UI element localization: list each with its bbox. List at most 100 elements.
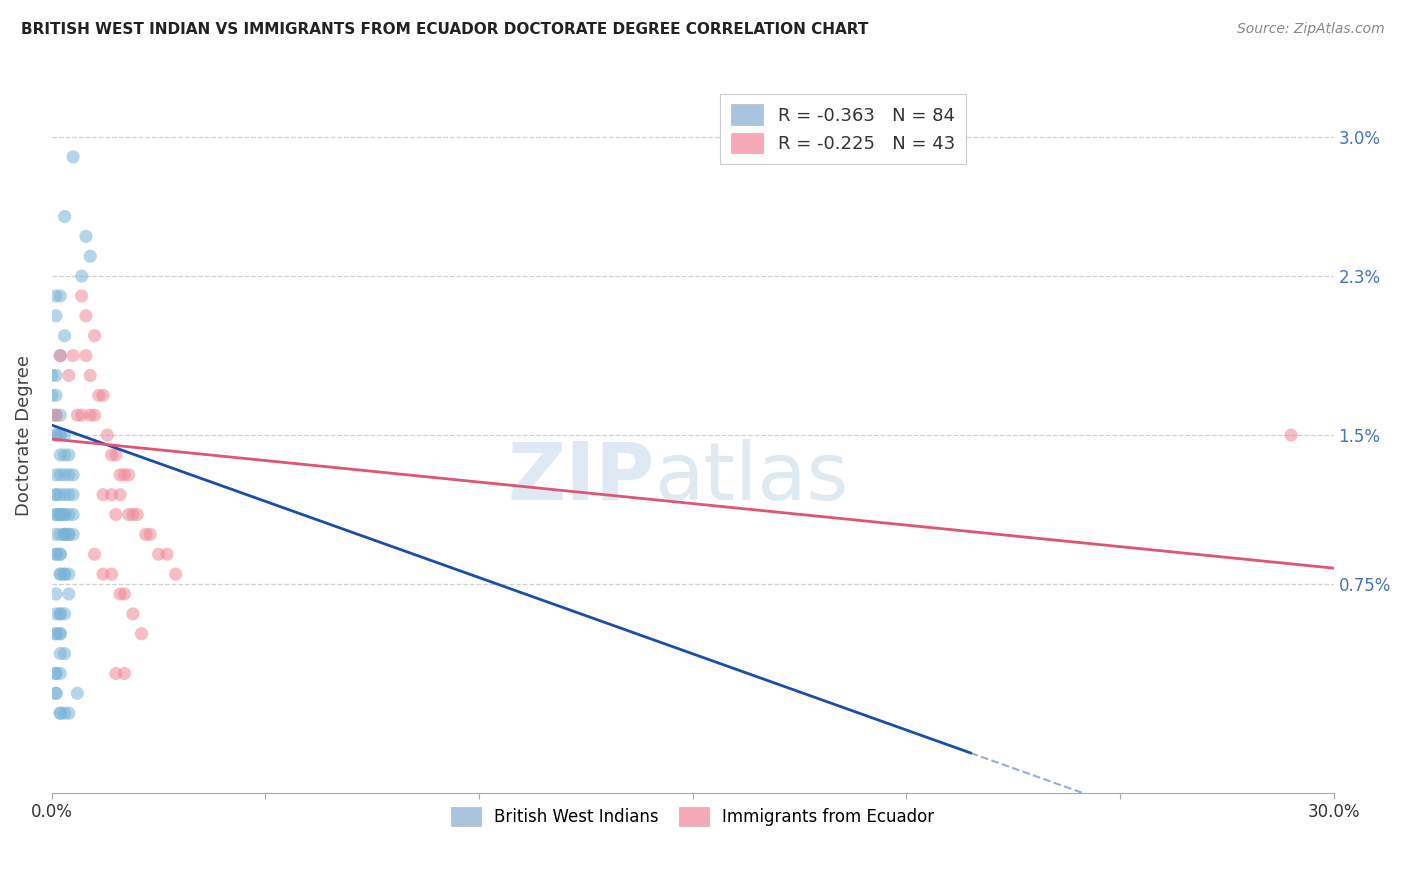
- Point: [45, 686, 67, 700]
- Point: [91, 388, 114, 402]
- Point: [45, 309, 67, 323]
- Point: [49, 508, 72, 522]
- Point: [49, 488, 72, 502]
- Point: [135, 527, 157, 541]
- Point: [58, 488, 80, 502]
- Point: [45, 408, 67, 422]
- Point: [49, 567, 72, 582]
- Point: [127, 508, 149, 522]
- Point: [45, 428, 67, 442]
- Point: [45, 428, 67, 442]
- Point: [45, 388, 67, 402]
- Point: [118, 467, 141, 482]
- Point: [45, 666, 67, 681]
- Point: [58, 706, 80, 721]
- Point: [156, 547, 179, 561]
- Point: [100, 488, 122, 502]
- Point: [62, 508, 84, 522]
- Point: [104, 508, 127, 522]
- Point: [1279, 428, 1302, 442]
- Point: [49, 508, 72, 522]
- Point: [49, 706, 72, 721]
- Point: [45, 488, 67, 502]
- Point: [53, 467, 76, 482]
- Point: [53, 448, 76, 462]
- Legend: British West Indians, Immigrants from Ecuador: British West Indians, Immigrants from Ec…: [443, 798, 943, 834]
- Point: [79, 368, 101, 383]
- Point: [49, 408, 72, 422]
- Point: [45, 607, 67, 621]
- Point: [45, 587, 67, 601]
- Point: [139, 527, 162, 541]
- Point: [87, 388, 110, 402]
- Point: [49, 527, 72, 541]
- Point: [45, 547, 67, 561]
- Point: [49, 428, 72, 442]
- Point: [49, 626, 72, 640]
- Point: [58, 587, 80, 601]
- Point: [112, 666, 135, 681]
- Point: [53, 567, 76, 582]
- Point: [100, 448, 122, 462]
- Text: atlas: atlas: [654, 439, 849, 517]
- Point: [45, 368, 67, 383]
- Point: [62, 527, 84, 541]
- Point: [49, 547, 72, 561]
- Point: [62, 467, 84, 482]
- Point: [53, 508, 76, 522]
- Point: [96, 428, 118, 442]
- Point: [165, 567, 187, 582]
- Point: [53, 706, 76, 721]
- Point: [79, 408, 101, 422]
- Point: [41, 388, 63, 402]
- Point: [53, 508, 76, 522]
- Point: [49, 349, 72, 363]
- Point: [49, 607, 72, 621]
- Point: [45, 686, 67, 700]
- Point: [53, 328, 76, 343]
- Point: [104, 448, 127, 462]
- Point: [70, 408, 93, 422]
- Point: [58, 527, 80, 541]
- Point: [53, 527, 76, 541]
- Point: [112, 587, 135, 601]
- Point: [41, 408, 63, 422]
- Point: [49, 706, 72, 721]
- Point: [45, 666, 67, 681]
- Point: [58, 467, 80, 482]
- Point: [49, 349, 72, 363]
- Point: [45, 626, 67, 640]
- Point: [75, 349, 97, 363]
- Point: [91, 567, 114, 582]
- Point: [45, 547, 67, 561]
- Point: [53, 647, 76, 661]
- Point: [53, 428, 76, 442]
- Point: [45, 626, 67, 640]
- Point: [122, 508, 145, 522]
- Text: Source: ZipAtlas.com: Source: ZipAtlas.com: [1237, 22, 1385, 37]
- Point: [49, 547, 72, 561]
- Point: [45, 467, 67, 482]
- Point: [49, 626, 72, 640]
- Point: [53, 527, 76, 541]
- Point: [100, 567, 122, 582]
- Point: [70, 289, 93, 303]
- Point: [66, 408, 89, 422]
- Point: [53, 527, 76, 541]
- Point: [58, 368, 80, 383]
- Point: [49, 508, 72, 522]
- Point: [45, 508, 67, 522]
- Point: [41, 368, 63, 383]
- Point: [49, 647, 72, 661]
- Point: [49, 567, 72, 582]
- Point: [49, 289, 72, 303]
- Point: [104, 666, 127, 681]
- Point: [108, 488, 131, 502]
- Text: BRITISH WEST INDIAN VS IMMIGRANTS FROM ECUADOR DOCTORATE DEGREE CORRELATION CHAR: BRITISH WEST INDIAN VS IMMIGRANTS FROM E…: [21, 22, 869, 37]
- Point: [131, 626, 153, 640]
- Point: [49, 666, 72, 681]
- Point: [91, 488, 114, 502]
- Point: [83, 547, 105, 561]
- Point: [45, 508, 67, 522]
- Point: [79, 249, 101, 263]
